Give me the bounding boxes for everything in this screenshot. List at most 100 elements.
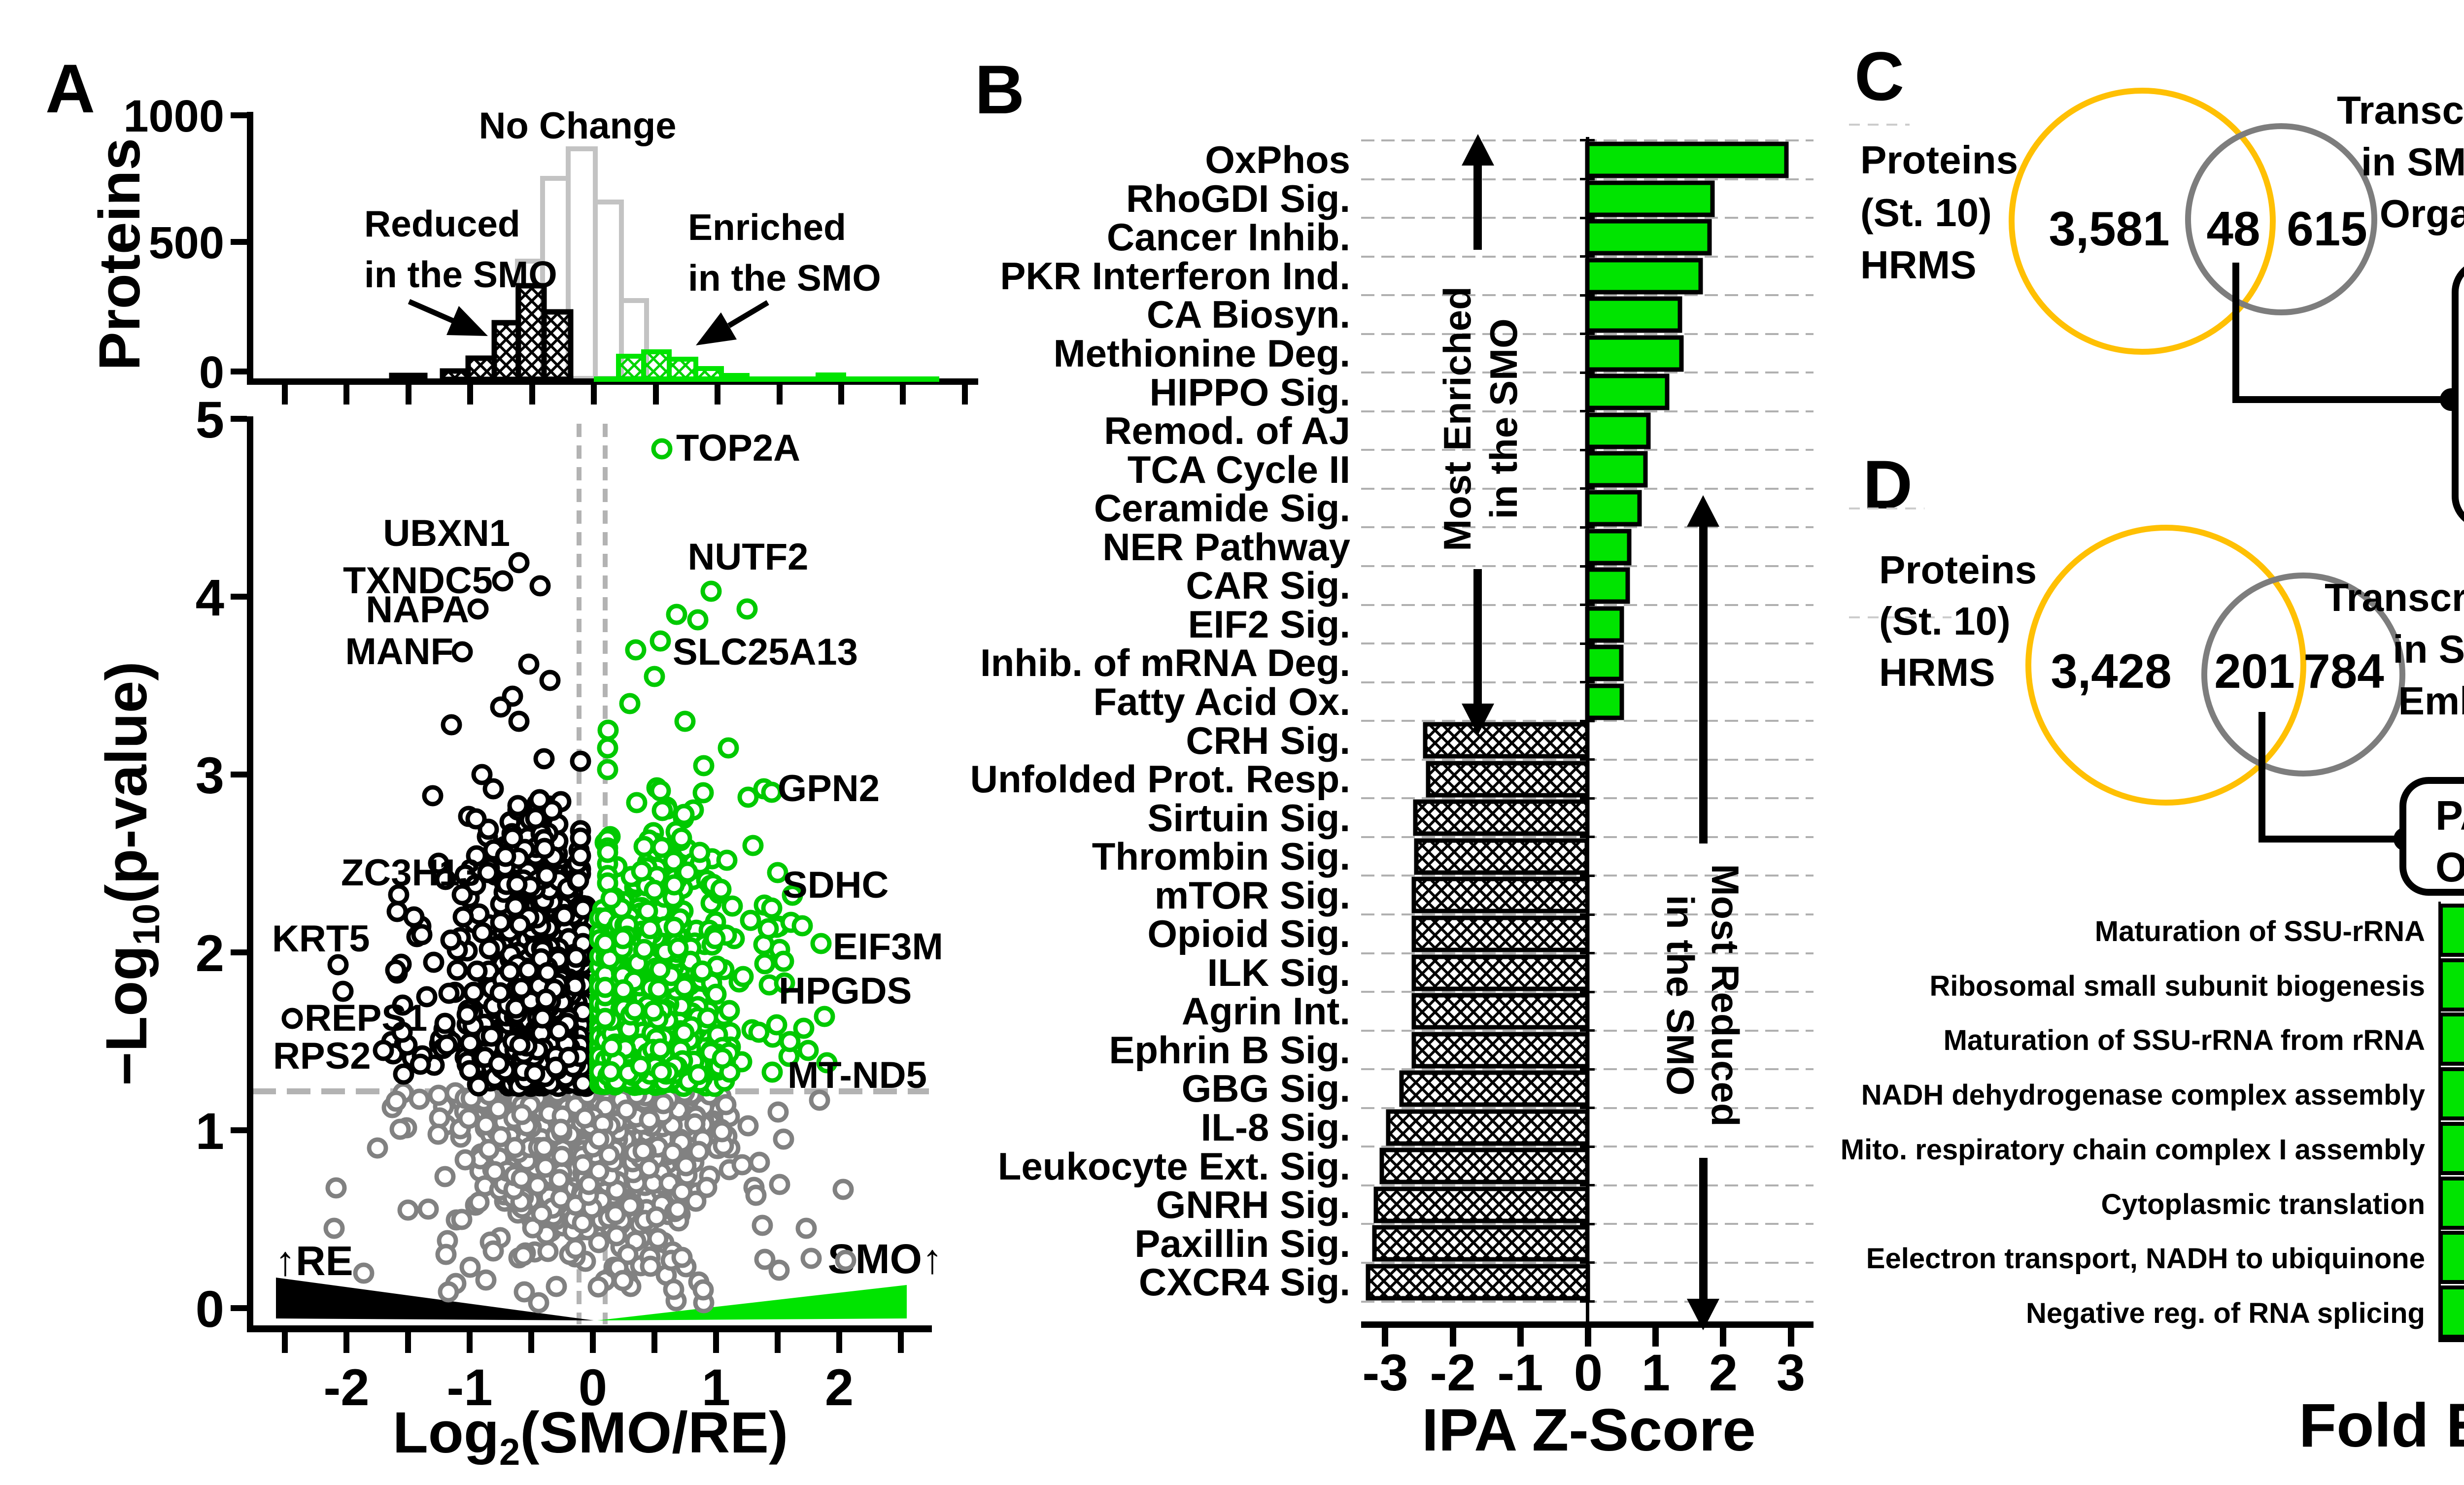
- svg-text:Transcripts Enriched: Transcripts Enriched: [2337, 88, 2464, 132]
- svg-text:↑RE: ↑RE: [275, 1238, 353, 1284]
- svg-text:GBG Sig.: GBG Sig.: [1182, 1067, 1350, 1110]
- svg-text:NADH dehydrogenase complex ass: NADH dehydrogenase complex assembly: [1861, 1079, 2425, 1111]
- svg-text:in SMO vs. Whole: in SMO vs. Whole: [2393, 627, 2464, 671]
- svg-text:Negative reg. of RNA splicing: Negative reg. of RNA splicing: [2026, 1297, 2425, 1329]
- svg-text:Leukocyte Ext. Sig.: Leukocyte Ext. Sig.: [998, 1145, 1350, 1188]
- svg-text:0: 0: [196, 1281, 224, 1338]
- svg-text:500: 500: [149, 218, 225, 268]
- svg-text:Maturation of SSU-rRNA from rR: Maturation of SSU-rRNA from rRNA: [1944, 1024, 2425, 1056]
- svg-text:Fatty Acid Ox.: Fatty Acid Ox.: [1093, 680, 1350, 723]
- svg-text:TOP2A: TOP2A: [676, 427, 800, 469]
- svg-text:A: A: [45, 50, 95, 127]
- svg-text:NAPA: NAPA: [366, 589, 469, 631]
- svg-text:201: 201: [2214, 644, 2295, 698]
- svg-text:3: 3: [196, 747, 224, 805]
- svg-text:OxPhos: OxPhos: [1205, 138, 1350, 181]
- svg-text:Transcripts Enriched: Transcripts Enriched: [2325, 575, 2464, 619]
- svg-text:IPA Z-Score: IPA Z-Score: [1422, 1396, 1756, 1463]
- svg-text:in SMO vs. Ventral: in SMO vs. Ventral: [2361, 140, 2464, 184]
- svg-text:1: 1: [196, 1103, 224, 1160]
- svg-text:2: 2: [196, 925, 224, 982]
- svg-text:1: 1: [702, 1359, 730, 1417]
- svg-text:4: 4: [196, 569, 224, 627]
- svg-text:RhoGDI Sig.: RhoGDI Sig.: [1126, 177, 1350, 220]
- svg-text:in the SMO: in the SMO: [688, 257, 881, 299]
- svg-text:IL-8 Sig.: IL-8 Sig.: [1201, 1106, 1350, 1149]
- svg-text:Thrombin Sig.: Thrombin Sig.: [1092, 835, 1350, 878]
- svg-text:HRMS: HRMS: [1879, 650, 1995, 694]
- svg-text:-1: -1: [1497, 1344, 1543, 1402]
- svg-text:Agrin Int.: Agrin Int.: [1182, 989, 1350, 1033]
- svg-text:mTOR Sig.: mTOR Sig.: [1155, 874, 1350, 917]
- svg-text:HPGDS: HPGDS: [779, 970, 912, 1012]
- svg-text:UBXN1: UBXN1: [383, 512, 510, 554]
- svg-text:−Log10(p-value): −Log10(p-value): [94, 661, 168, 1085]
- svg-text:NUTF2: NUTF2: [688, 536, 809, 578]
- svg-text:615: 615: [2287, 202, 2367, 256]
- svg-text:GPN2: GPN2: [778, 768, 880, 810]
- svg-text:HRMS: HRMS: [1860, 243, 1977, 287]
- svg-text:Proteins: Proteins: [1879, 548, 2037, 592]
- svg-text:Fold Enrichment: Fold Enrichment: [2299, 1391, 2464, 1460]
- svg-text:Most Reduced: Most Reduced: [1704, 864, 1747, 1126]
- svg-text:Maturation of SSU-rRNA: Maturation of SSU-rRNA: [2095, 915, 2425, 947]
- svg-text:EIF2 Sig.: EIF2 Sig.: [1188, 603, 1350, 646]
- svg-text:1: 1: [1642, 1344, 1670, 1402]
- svg-text:-2: -2: [1430, 1344, 1475, 1402]
- svg-text:-3: -3: [1362, 1344, 1408, 1402]
- svg-text:Inhib. of mRNA Deg.: Inhib. of mRNA Deg.: [980, 641, 1350, 684]
- svg-text:784: 784: [2303, 644, 2384, 698]
- svg-text:SLC25A13: SLC25A13: [673, 631, 858, 673]
- svg-text:Overrep. Test: Overrep. Test: [2435, 844, 2464, 890]
- svg-text:Paxillin Sig.: Paxillin Sig.: [1134, 1222, 1350, 1265]
- svg-text:0: 0: [199, 347, 224, 398]
- svg-text:GNRH Sig.: GNRH Sig.: [1156, 1183, 1350, 1226]
- svg-text:Reduced: Reduced: [364, 203, 520, 244]
- svg-text:REPS1: REPS1: [305, 997, 427, 1039]
- svg-text:CA Biosyn.: CA Biosyn.: [1147, 293, 1350, 336]
- svg-text:CAR Sig.: CAR Sig.: [1186, 564, 1350, 607]
- svg-text:B: B: [975, 51, 1025, 128]
- svg-text:CRH Sig.: CRH Sig.: [1186, 719, 1350, 762]
- svg-text:Methionine Deg.: Methionine Deg.: [1054, 332, 1350, 375]
- svg-text:48: 48: [2206, 202, 2260, 256]
- svg-text:Remod. of AJ: Remod. of AJ: [1104, 409, 1350, 452]
- svg-text:D: D: [1863, 446, 1913, 523]
- svg-text:Enriched: Enriched: [688, 206, 846, 248]
- svg-text:MANF: MANF: [345, 631, 453, 673]
- svg-text:RPS2: RPS2: [273, 1035, 371, 1077]
- svg-text:ILK Sig.: ILK Sig.: [1207, 951, 1350, 994]
- svg-text:Cancer Inhib.: Cancer Inhib.: [1107, 215, 1350, 259]
- svg-text:0: 0: [1574, 1344, 1603, 1402]
- svg-text:PKR Interferon Ind.: PKR Interferon Ind.: [1000, 254, 1350, 298]
- svg-text:No Change: No Change: [479, 105, 676, 147]
- svg-text:HIPPO Sig.: HIPPO Sig.: [1150, 371, 1350, 414]
- svg-text:2: 2: [1709, 1344, 1738, 1402]
- svg-text:Organizer (St. 10): Organizer (St. 10): [2380, 192, 2464, 236]
- svg-text:(St. 10): (St. 10): [1879, 599, 2011, 643]
- svg-text:TCA Cycle II: TCA Cycle II: [1128, 448, 1350, 491]
- svg-text:Proteins: Proteins: [87, 138, 152, 371]
- svg-text:5: 5: [196, 391, 224, 449]
- svg-text:1000: 1000: [123, 91, 224, 141]
- svg-text:in the SMO: in the SMO: [364, 254, 557, 295]
- svg-text:0: 0: [579, 1359, 607, 1417]
- svg-text:3: 3: [1777, 1344, 1805, 1402]
- svg-text:Most Enriched: Most Enriched: [1436, 286, 1479, 551]
- svg-text:-1: -1: [446, 1359, 492, 1417]
- svg-text:Sirtuin Sig.: Sirtuin Sig.: [1147, 796, 1350, 840]
- svg-text:C: C: [1854, 37, 1904, 115]
- svg-text:Ceramide Sig.: Ceramide Sig.: [1094, 486, 1350, 530]
- svg-text:in the SMO: in the SMO: [1482, 318, 1525, 519]
- svg-text:2: 2: [825, 1359, 854, 1417]
- svg-text:-2: -2: [323, 1359, 369, 1417]
- svg-text:MT-ND5: MT-ND5: [787, 1054, 927, 1096]
- svg-text:Ephrin B Sig.: Ephrin B Sig.: [1109, 1028, 1350, 1072]
- svg-text:Embryo (St. 10): Embryo (St. 10): [2398, 679, 2464, 723]
- svg-text:(St. 10): (St. 10): [1860, 191, 1992, 235]
- svg-text:TXNDC5: TXNDC5: [343, 560, 493, 602]
- svg-text:EIF3M: EIF3M: [833, 926, 943, 968]
- svg-text:3,581: 3,581: [2049, 202, 2169, 256]
- svg-text:Proteins: Proteins: [1860, 138, 2018, 182]
- svg-text:PANTHER: PANTHER: [2435, 792, 2464, 839]
